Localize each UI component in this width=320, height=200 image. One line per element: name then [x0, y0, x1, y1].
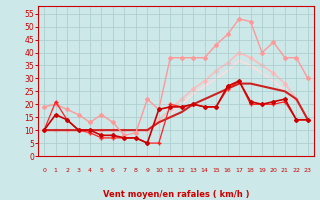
- X-axis label: Vent moyen/en rafales ( km/h ): Vent moyen/en rafales ( km/h ): [103, 190, 249, 199]
